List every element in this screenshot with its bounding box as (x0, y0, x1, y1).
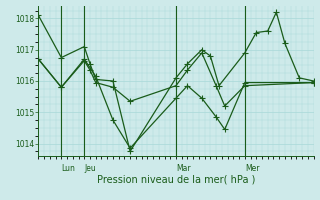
Text: Mer: Mer (245, 164, 259, 173)
X-axis label: Pression niveau de la mer( hPa ): Pression niveau de la mer( hPa ) (97, 175, 255, 185)
Text: Jeu: Jeu (84, 164, 96, 173)
Text: Mar: Mar (176, 164, 191, 173)
Text: Lun: Lun (61, 164, 75, 173)
